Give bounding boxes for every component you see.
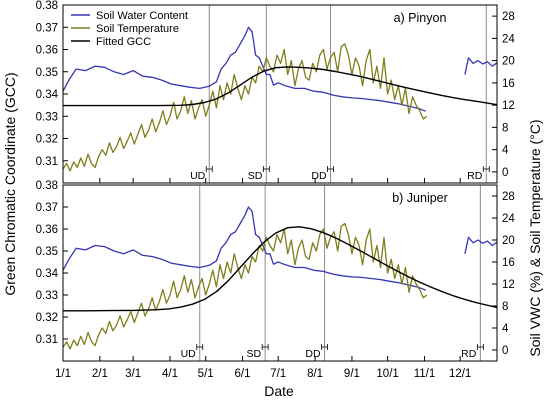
y-tick-label-left: 0.32 — [36, 312, 58, 324]
y-tick-label-right: 4 — [502, 145, 509, 157]
y-tick-label-left: 0.38 — [36, 0, 58, 12]
phenology-label-ud: UD — [190, 170, 206, 182]
y-tick-label-left: 0.37 — [36, 202, 58, 214]
phenology-label-rd: RD — [461, 348, 477, 360]
legend-label-soil-temperature: Soil Temperature — [96, 23, 179, 35]
left-y-axis-title: Green Chromatic Coordinate (GCC) — [2, 72, 18, 295]
panel-frame — [62, 184, 498, 362]
y-tick-label-right: 8 — [502, 301, 508, 313]
phenology-label-dd: DD — [311, 170, 327, 182]
x-tick-label: 11/1 — [414, 368, 436, 380]
y-tick-label-left: 0.36 — [36, 224, 58, 236]
panel-juniper: UD SD DD RD 0.31 0.32 0.33 0.34 0.35 0.36 0.37 0.38… — [36, 180, 516, 380]
legend-label-soil-water-content: Soil Water Content — [96, 10, 188, 22]
series-soil-water-content — [464, 236, 498, 254]
x-tick-label: 4/1 — [162, 368, 178, 380]
chart-root: UD SD DD RD 0.31 0.32 0.33 0.34 0.35 0.36 0.37 0.38… — [36, 0, 516, 380]
y-tick-label-left: 0.31 — [36, 334, 58, 346]
y-tick-label-left: 0.34 — [36, 268, 59, 280]
x-tick-label: 6/1 — [235, 368, 251, 380]
y-tick-label-right: 28 — [502, 11, 515, 23]
x-tick-label: 8/1 — [307, 368, 323, 380]
y-tick-label-right: 20 — [502, 56, 515, 68]
series-soil-temperature — [62, 43, 428, 172]
y-tick-label-right: 24 — [502, 33, 515, 45]
x-tick-label: 5/1 — [198, 368, 214, 380]
x-tick-label: 9/1 — [344, 368, 360, 380]
y-tick-label-right: 0 — [502, 345, 508, 357]
y-tick-label-right: 4 — [502, 323, 509, 335]
x-tick-label: 7/1 — [270, 368, 286, 380]
y-tick-label-left: 0.33 — [36, 111, 58, 123]
y-tick-label-right: 20 — [502, 235, 515, 247]
x-tick-label: 12/1 — [449, 368, 471, 380]
y-tick-label-left: 0.31 — [36, 156, 58, 168]
series-fitted-gcc — [63, 66, 498, 107]
y-tick-label-right: 28 — [502, 191, 515, 203]
y-tick-label-left: 0.33 — [36, 290, 58, 302]
y-tick-label-right: 24 — [502, 213, 515, 225]
phenology-label-dd: DD — [305, 348, 321, 360]
y-tick-label-left: 0.38 — [36, 180, 58, 192]
y-tick-label-right: 12 — [502, 100, 515, 112]
y-tick-label-left: 0.35 — [36, 246, 58, 258]
legend-label-fitted-gcc: Fitted GCC — [96, 36, 151, 48]
panel-label: a) Pinyon — [394, 11, 447, 25]
y-tick-label-right: 16 — [502, 257, 515, 269]
panel-pinyon: UD SD DD RD 0.31 0.32 0.33 0.34 0.35 0.36 0.37 0.38… — [36, 0, 515, 184]
y-tick-label-right: 12 — [502, 279, 515, 291]
x-tick-label: 10/1 — [376, 368, 398, 380]
x-tick-label: 3/1 — [125, 368, 141, 380]
y-tick-label-right: 8 — [502, 122, 508, 134]
x-tick-label: 1/1 — [55, 368, 71, 380]
y-tick-label-left: 0.32 — [36, 134, 58, 146]
series-soil-water-content — [62, 206, 426, 291]
phenology-label-rd: RD — [467, 170, 483, 182]
phenology-label-ud: UD — [181, 348, 197, 360]
series-soil-water-content — [464, 57, 498, 75]
phenology-label-sd: SD — [247, 348, 262, 360]
series-fitted-gcc — [63, 226, 498, 312]
y-tick-label-left: 0.37 — [36, 22, 58, 34]
y-tick-label-right: 0 — [502, 167, 508, 179]
x-tick-label: 2/1 — [92, 368, 108, 380]
x-axis-title: Date — [264, 383, 294, 399]
phenology-label-sd: SD — [248, 170, 263, 182]
y-tick-label-left: 0.36 — [36, 45, 58, 57]
y-tick-label-left: 0.35 — [36, 67, 58, 79]
right-y-axis-title: Soil VWC (%) & Soil Temperature (°C) — [527, 119, 543, 356]
panel-label: b) Juniper — [392, 191, 448, 205]
y-tick-label-right: 16 — [502, 78, 515, 90]
y-tick-label-left: 0.34 — [36, 89, 59, 101]
series-soil-temperature — [62, 222, 428, 350]
series-soil-water-content — [62, 26, 426, 112]
